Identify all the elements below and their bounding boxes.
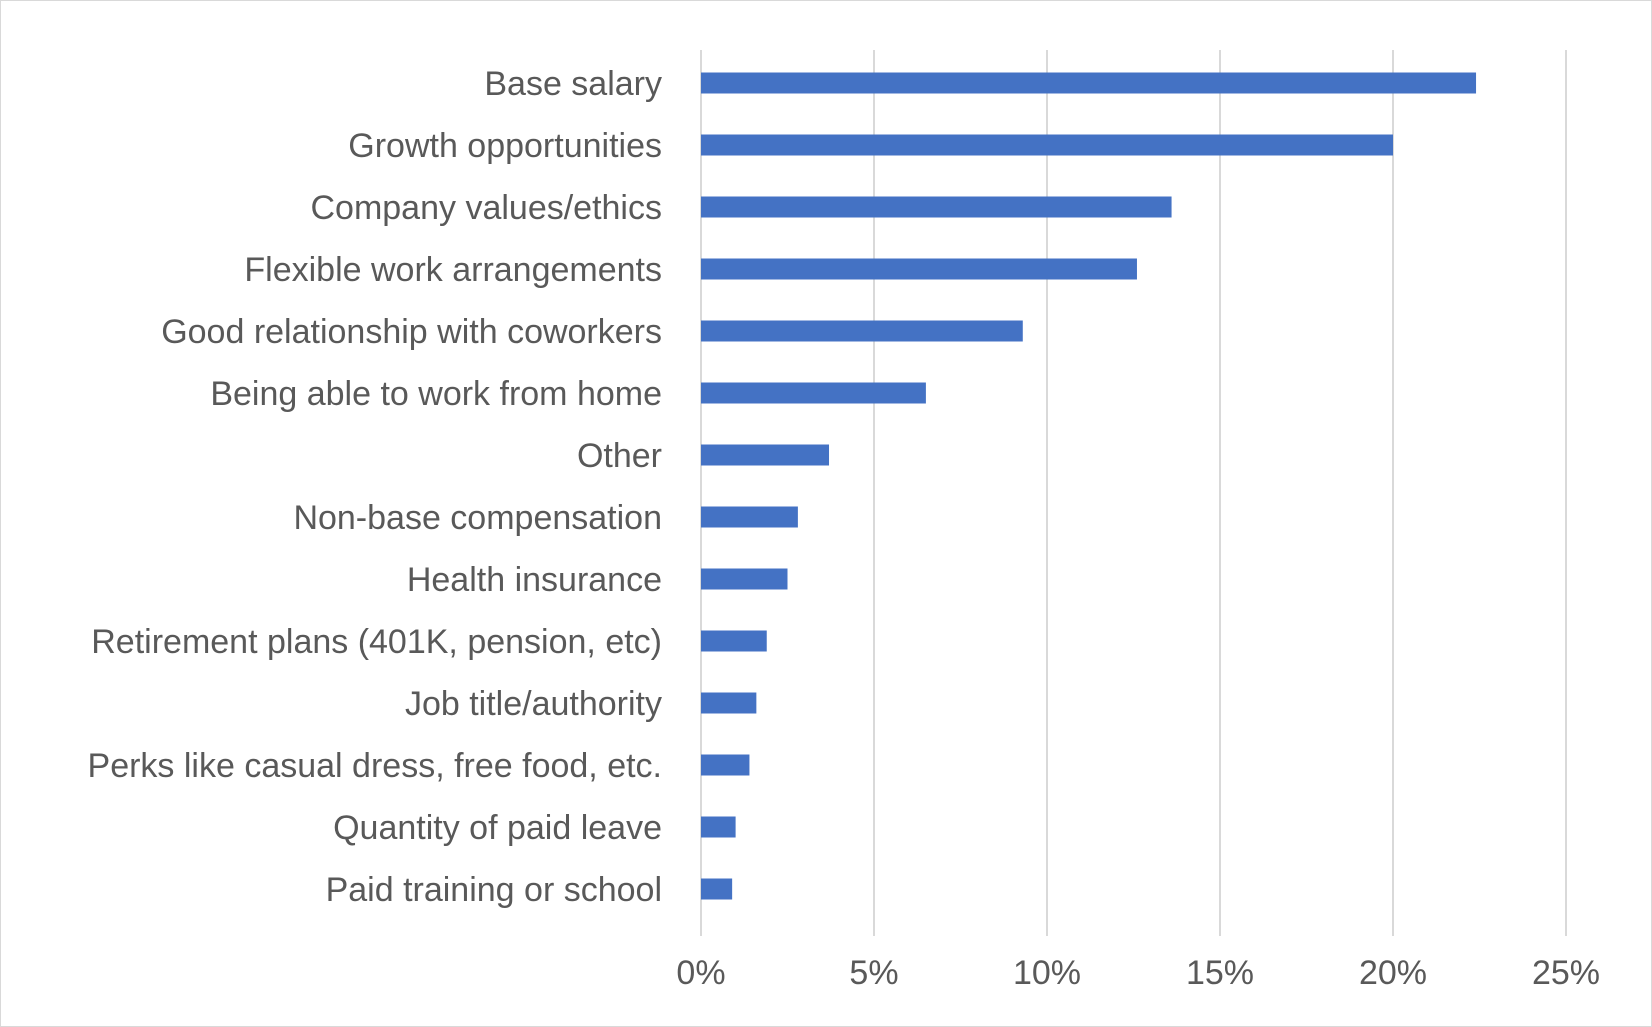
category-label: Company values/ethics xyxy=(310,189,662,227)
x-tick-label: 0% xyxy=(676,954,725,992)
bar xyxy=(701,444,830,466)
x-tick-label: 25% xyxy=(1532,954,1600,992)
x-tick-label: 10% xyxy=(1013,954,1081,992)
category-label: Being able to work from home xyxy=(210,375,662,413)
bar xyxy=(701,754,750,776)
bar xyxy=(701,196,1172,218)
x-tick-labels: 0% 5% 10% 15% 20% 25% xyxy=(676,954,1600,992)
category-label: Non-base compensation xyxy=(293,499,662,537)
bar xyxy=(701,692,757,714)
bar xyxy=(701,506,798,528)
bar xyxy=(701,878,733,900)
category-label: Growth opportunities xyxy=(348,127,662,165)
category-label: Quantity of paid leave xyxy=(333,809,662,847)
x-tick-label: 5% xyxy=(849,954,898,992)
category-label: Health insurance xyxy=(407,561,662,599)
category-label: Perks like casual dress, free food, etc. xyxy=(88,747,662,785)
gridlines xyxy=(700,50,1567,936)
bar xyxy=(701,382,926,404)
bar xyxy=(701,816,736,838)
bar xyxy=(701,72,1477,94)
category-label: Other xyxy=(577,437,662,475)
bar xyxy=(701,258,1137,280)
category-label: Good relationship with coworkers xyxy=(161,313,662,351)
x-tick-label: 20% xyxy=(1359,954,1427,992)
bar xyxy=(701,568,788,590)
category-label: Base salary xyxy=(484,65,662,103)
category-labels: Base salary Growth opportunities Company v… xyxy=(88,65,662,909)
x-tick-label: 15% xyxy=(1186,954,1254,992)
category-label: Retirement plans (401K, pension, etc) xyxy=(91,623,662,661)
bar xyxy=(701,320,1023,342)
bar xyxy=(701,134,1393,156)
category-label: Paid training or school xyxy=(326,871,662,909)
bars xyxy=(701,72,1477,900)
category-label: Job title/authority xyxy=(405,685,662,723)
category-label: Flexible work arrangements xyxy=(244,251,662,289)
bar xyxy=(701,630,767,652)
